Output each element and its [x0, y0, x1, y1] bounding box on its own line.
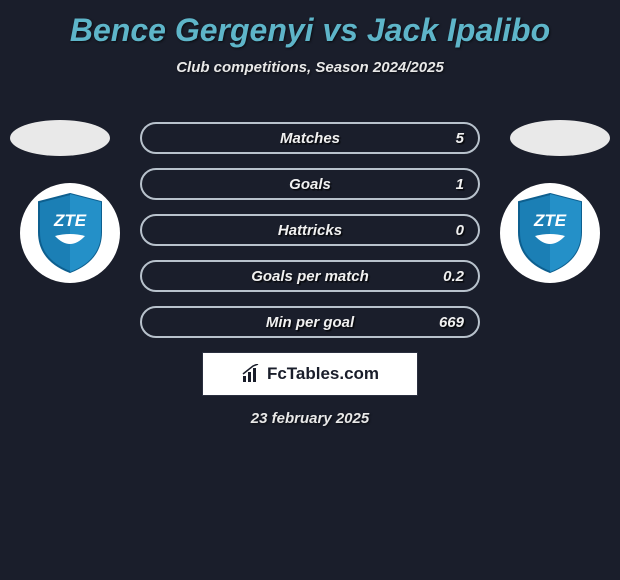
stat-value-right: 0: [456, 222, 464, 239]
club-badge-left: ZTE: [20, 183, 120, 283]
stat-label: Min per goal: [266, 314, 354, 331]
stat-row-goals: Goals 1: [140, 168, 480, 200]
stat-value-right: 0.2: [443, 268, 464, 285]
stats-panel: Matches 5 Goals 1 Hattricks 0 Goals per …: [140, 122, 480, 352]
svg-text:ZTE: ZTE: [53, 211, 87, 230]
subtitle: Club competitions, Season 2024/2025: [0, 59, 620, 76]
stat-value-right: 1: [456, 176, 464, 193]
brand-box[interactable]: FcTables.com: [202, 352, 418, 396]
chart-icon: [241, 364, 261, 384]
stat-row-goals-per-match: Goals per match 0.2: [140, 260, 480, 292]
shield-icon: ZTE: [515, 192, 585, 274]
date-label: 23 february 2025: [0, 410, 620, 427]
stat-row-matches: Matches 5: [140, 122, 480, 154]
stat-label: Goals per match: [251, 268, 369, 285]
brand-label: FcTables.com: [267, 364, 379, 384]
stat-value-right: 669: [439, 314, 464, 331]
shield-icon: ZTE: [35, 192, 105, 274]
page-title: Bence Gergenyi vs Jack Ipalibo: [0, 0, 620, 49]
avatar-placeholder: [510, 120, 610, 156]
stat-row-hattricks: Hattricks 0: [140, 214, 480, 246]
stat-row-min-per-goal: Min per goal 669: [140, 306, 480, 338]
stat-label: Goals: [289, 176, 331, 193]
svg-text:ZTE: ZTE: [533, 211, 567, 230]
club-badge-right: ZTE: [500, 183, 600, 283]
stat-label: Matches: [280, 130, 340, 147]
avatar-placeholder: [10, 120, 110, 156]
stat-label: Hattricks: [278, 222, 342, 239]
stat-value-right: 5: [456, 130, 464, 147]
